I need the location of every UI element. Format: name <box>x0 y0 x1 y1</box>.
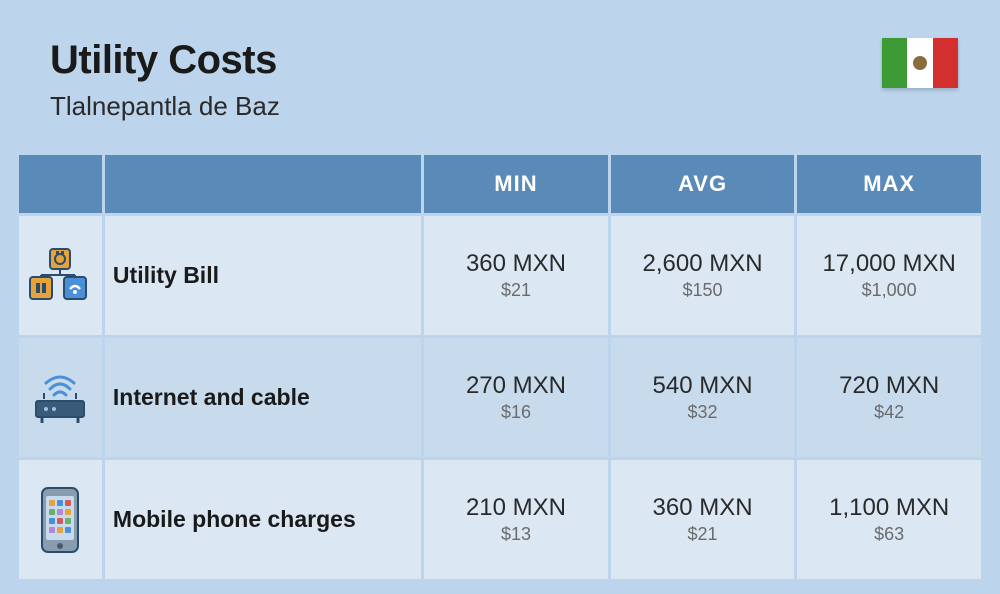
value-secondary: $32 <box>611 402 795 423</box>
cell-max: 1,100 MXN $63 <box>796 459 983 581</box>
cell-avg: 540 MXN $32 <box>609 337 796 459</box>
cell-min: 210 MXN $13 <box>423 459 610 581</box>
row-icon-cell <box>18 215 104 337</box>
header-icon-col <box>18 154 104 215</box>
row-label: Mobile phone charges <box>103 459 422 581</box>
value-secondary: $63 <box>797 524 981 545</box>
value-secondary: $21 <box>611 524 795 545</box>
value-primary: 1,100 MXN <box>797 494 981 523</box>
table-row: Mobile phone charges 210 MXN $13 360 MXN… <box>18 459 983 581</box>
utility-bill-icon <box>19 216 102 335</box>
value-secondary: $42 <box>797 402 981 423</box>
header-max: MAX <box>796 154 983 215</box>
row-icon-cell <box>18 459 104 581</box>
value-primary: 270 MXN <box>424 372 608 401</box>
value-primary: 2,600 MXN <box>611 250 795 279</box>
value-primary: 17,000 MXN <box>797 250 981 279</box>
mobile-phone-icon <box>19 460 102 579</box>
table-header-row: MIN AVG MAX <box>18 154 983 215</box>
internet-cable-icon <box>19 338 102 457</box>
header: Utility Costs Tlalnepantla de Baz <box>0 0 1000 152</box>
cell-min: 270 MXN $16 <box>423 337 610 459</box>
value-secondary: $21 <box>424 280 608 301</box>
header-avg: AVG <box>609 154 796 215</box>
value-secondary: $1,000 <box>797 280 981 301</box>
utility-costs-table: MIN AVG MAX <box>16 152 984 582</box>
page-title: Utility Costs <box>50 38 950 83</box>
cell-max: 17,000 MXN $1,000 <box>796 215 983 337</box>
value-primary: 720 MXN <box>797 372 981 401</box>
page-subtitle: Tlalnepantla de Baz <box>50 91 950 122</box>
row-icon-cell <box>18 337 104 459</box>
row-label: Utility Bill <box>103 215 422 337</box>
value-secondary: $16 <box>424 402 608 423</box>
value-secondary: $150 <box>611 280 795 301</box>
mexico-flag-icon <box>882 38 958 88</box>
value-primary: 360 MXN <box>424 250 608 279</box>
header-label-col <box>103 154 422 215</box>
cell-avg: 360 MXN $21 <box>609 459 796 581</box>
value-secondary: $13 <box>424 524 608 545</box>
table-row: Internet and cable 270 MXN $16 540 MXN $… <box>18 337 983 459</box>
value-primary: 540 MXN <box>611 372 795 401</box>
cell-min: 360 MXN $21 <box>423 215 610 337</box>
header-min: MIN <box>423 154 610 215</box>
cell-avg: 2,600 MXN $150 <box>609 215 796 337</box>
row-label: Internet and cable <box>103 337 422 459</box>
value-primary: 360 MXN <box>611 494 795 523</box>
value-primary: 210 MXN <box>424 494 608 523</box>
cell-max: 720 MXN $42 <box>796 337 983 459</box>
table-row: Utility Bill 360 MXN $21 2,600 MXN $150 … <box>18 215 983 337</box>
